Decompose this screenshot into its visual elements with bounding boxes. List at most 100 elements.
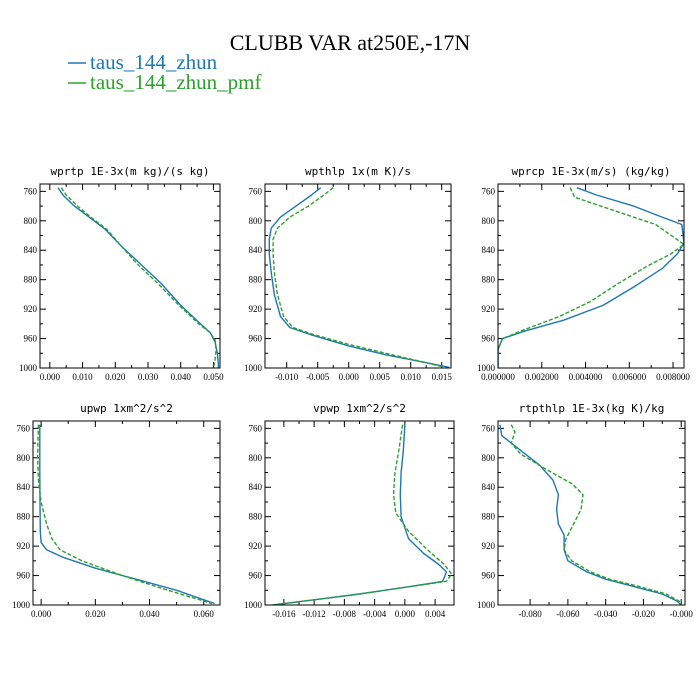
y-tick-label: 840 (249, 245, 263, 255)
y-tick-label: 800 (17, 453, 31, 463)
series-line-taus-144-zhun (499, 424, 682, 605)
y-tick-label: 760 (24, 186, 38, 196)
y-tick-label: 960 (249, 334, 263, 344)
y-tick-label: 760 (482, 423, 496, 433)
panel-title: wprtp 1E-3x(m kg)/(s kg) (51, 165, 210, 178)
x-tick-label: -0.016 (272, 609, 296, 619)
panel-title: rtpthlp 1E-3x(kg K)/kg (519, 402, 665, 415)
x-tick-label: 0.030 (138, 372, 159, 382)
x-tick-label: 0.005 (370, 372, 391, 382)
series-line-taus-144-zhun (272, 424, 448, 605)
x-tick-label: 0.015 (432, 372, 453, 382)
y-tick-label: 920 (249, 304, 263, 314)
y-tick-label: 840 (24, 245, 38, 255)
x-tick-label: 0.000 (395, 609, 416, 619)
panel-6: rtpthlp 1E-3x(kg K)/kg 760 800 840 880 920 960… (477, 402, 693, 619)
figure-title: CLUBB VAR at250E,-17N (230, 30, 471, 55)
panel-frame (264, 420, 455, 606)
y-tick-label: 880 (249, 512, 263, 522)
panel-5: vpwp 1xm^2/s^2 760 800 840 880 920 960 1000 -0.0… (244, 402, 455, 619)
x-tick-label: 0.040 (171, 372, 192, 382)
y-tick-label: 800 (482, 216, 496, 226)
panels: wprtp 1E-3x(m kg)/(s kg) 760 800 840 880 920 9… (12, 165, 693, 619)
y-tick-label: 880 (482, 512, 496, 522)
legend: taus_144_zhun taus_144_zhun_pmf (68, 50, 261, 94)
x-tick-label: -0.008 (333, 609, 357, 619)
series-line-taus-144-zhun-pmf (498, 187, 684, 368)
panel-frame (32, 420, 221, 606)
panel-3: wprcp 1E-3x(m/s) (kg/kg) 760 800 840 880 920 9… (477, 165, 690, 382)
series-line-taus-144-zhun (268, 187, 450, 368)
panel-title: vpwp 1xm^2/s^2 (313, 402, 406, 415)
panel-2: wpthlp 1x(m K)/s 760 800 840 880 920 960 1000 -0… (244, 165, 452, 382)
x-tick-label: -0.004 (363, 609, 387, 619)
panel-frame (497, 183, 685, 369)
x-tick-label: 0.020 (85, 609, 106, 619)
y-tick-label: 840 (482, 482, 496, 492)
y-tick-label: 920 (482, 304, 496, 314)
series-line-taus-144-zhun-pmf (60, 187, 217, 368)
y-tick-label: 880 (24, 275, 38, 285)
x-tick-label: 0.008000 (656, 372, 690, 382)
x-tick-label: -0.080 (518, 609, 542, 619)
x-tick-label: -0.010 (275, 372, 299, 382)
y-tick-label: 760 (249, 423, 263, 433)
legend-label-taus-144-zhun-pmf: taus_144_zhun_pmf (90, 70, 261, 94)
y-tick-label: 960 (482, 334, 496, 344)
x-tick-label: 0.020 (105, 372, 126, 382)
y-tick-label: 1000 (244, 363, 263, 373)
y-tick-label: 880 (249, 275, 263, 285)
y-tick-label: 960 (24, 334, 38, 344)
y-tick-label: 800 (482, 453, 496, 463)
y-tick-label: 800 (249, 216, 263, 226)
y-tick-label: 1000 (477, 600, 496, 610)
panel-frame (497, 420, 686, 606)
y-tick-label: 760 (17, 423, 31, 433)
x-tick-label: -0.020 (632, 609, 656, 619)
y-tick-label: 800 (249, 453, 263, 463)
series-line-taus-144-zhun-pmf (272, 424, 453, 605)
panel-1: wprtp 1E-3x(m kg)/(s kg) 760 800 840 880 920 9… (19, 165, 224, 382)
x-tick-label: 0.002000 (525, 372, 559, 382)
y-tick-label: 880 (17, 512, 31, 522)
series-line-taus-144-zhun (57, 187, 220, 368)
series-line-taus-144-zhun-pmf (36, 424, 213, 605)
y-tick-label: 960 (17, 571, 31, 581)
x-tick-label: 0.000 (339, 372, 360, 382)
y-tick-label: 1000 (477, 363, 496, 373)
x-tick-label: 0.000 (40, 372, 61, 382)
y-tick-label: 840 (17, 482, 31, 492)
series-line-taus-144-zhun (39, 424, 215, 605)
x-tick-label: 0.060 (194, 609, 215, 619)
panel-title: wpthlp 1x(m K)/s (305, 165, 411, 178)
panel-frame (264, 183, 452, 369)
x-tick-label: 0.000 (31, 609, 52, 619)
y-tick-label: 1000 (19, 363, 38, 373)
y-tick-label: 1000 (244, 600, 263, 610)
y-tick-label: 840 (249, 482, 263, 492)
y-tick-label: 760 (482, 186, 496, 196)
y-tick-label: 920 (249, 541, 263, 551)
y-tick-label: 920 (17, 541, 31, 551)
x-tick-label: 0.040 (139, 609, 160, 619)
y-tick-label: 960 (249, 571, 263, 581)
y-tick-label: 840 (482, 245, 496, 255)
legend-label-taus-144-zhun: taus_144_zhun (90, 50, 218, 74)
x-tick-label: -0.040 (594, 609, 618, 619)
series-line-taus-144-zhun (498, 187, 684, 368)
panel-title: wprcp 1E-3x(m/s) (kg/kg) (512, 165, 671, 178)
panel-frame (39, 183, 221, 369)
y-tick-label: 800 (24, 216, 38, 226)
x-tick-label: 0.010 (401, 372, 422, 382)
x-tick-label: -0.012 (303, 609, 326, 619)
y-tick-label: 1000 (12, 600, 31, 610)
y-tick-label: 920 (24, 304, 38, 314)
x-tick-label: -0.000 (670, 609, 694, 619)
panel-4: upwp 1xm^2/s^2 760 800 840 880 920 960 10000.00… (12, 402, 221, 619)
x-tick-label: 0.004 (425, 609, 446, 619)
y-tick-label: 880 (482, 275, 496, 285)
panel-title: upwp 1xm^2/s^2 (80, 402, 173, 415)
x-tick-label: 0.050 (203, 372, 224, 382)
x-tick-label: 0.010 (72, 372, 93, 382)
